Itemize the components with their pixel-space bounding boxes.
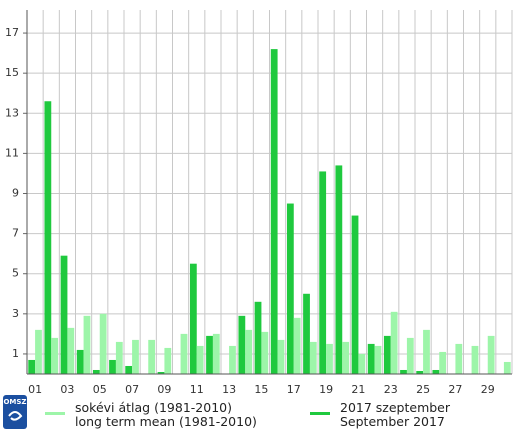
x-tick-label: 21 bbox=[351, 383, 365, 396]
bar bbox=[487, 335, 495, 374]
x-tick-label: 17 bbox=[287, 383, 301, 396]
bar bbox=[254, 301, 262, 374]
bar bbox=[132, 339, 139, 374]
bar bbox=[51, 337, 59, 374]
x-tick-label: 07 bbox=[125, 383, 139, 396]
bar bbox=[374, 345, 382, 374]
y-tick-label: 9 bbox=[12, 187, 19, 200]
x-tick-label: 19 bbox=[319, 383, 333, 396]
bar bbox=[261, 331, 269, 374]
logo-icon bbox=[8, 411, 23, 421]
bar bbox=[277, 339, 285, 374]
bar bbox=[383, 335, 391, 374]
bar bbox=[503, 361, 511, 374]
bar bbox=[293, 317, 301, 374]
x-tick-label: 25 bbox=[416, 383, 430, 396]
bar bbox=[196, 345, 204, 374]
bar bbox=[67, 327, 75, 374]
legend-swatch bbox=[45, 412, 65, 415]
bar bbox=[432, 369, 440, 374]
bar bbox=[303, 293, 310, 374]
bar bbox=[309, 341, 317, 374]
y-tick-label: 5 bbox=[12, 267, 19, 280]
y-tick-label: 7 bbox=[12, 227, 19, 240]
bar bbox=[400, 369, 407, 374]
bar bbox=[390, 311, 398, 374]
bar bbox=[206, 335, 213, 374]
y-tick-label: 17 bbox=[5, 26, 19, 39]
x-tick-label: 29 bbox=[481, 383, 495, 396]
bar bbox=[99, 313, 107, 374]
bar bbox=[115, 341, 123, 374]
bar bbox=[83, 315, 91, 374]
bar bbox=[238, 315, 246, 374]
legend-swatch bbox=[310, 412, 330, 415]
bar bbox=[229, 345, 236, 374]
bar bbox=[92, 369, 100, 374]
bar bbox=[351, 215, 359, 374]
x-tick-label: 23 bbox=[384, 383, 398, 396]
bar bbox=[358, 353, 366, 374]
bar bbox=[270, 49, 278, 375]
bar bbox=[406, 337, 414, 374]
bar bbox=[125, 365, 133, 374]
bar bbox=[148, 339, 156, 374]
bar bbox=[423, 329, 430, 374]
bar bbox=[342, 341, 350, 374]
y-tick-label: 15 bbox=[5, 66, 19, 79]
x-tick-label: 01 bbox=[28, 383, 42, 396]
bar bbox=[326, 343, 333, 374]
bar bbox=[416, 370, 424, 374]
legend-label: 2017 szeptember September 2017 bbox=[340, 400, 451, 429]
bar bbox=[60, 255, 68, 374]
x-tick-label: 13 bbox=[222, 383, 236, 396]
bar bbox=[76, 349, 84, 374]
x-tick-label: 03 bbox=[60, 383, 74, 396]
bar bbox=[335, 165, 343, 374]
bar bbox=[439, 351, 447, 374]
logo-text: OMSZ bbox=[3, 398, 26, 406]
bar bbox=[212, 333, 220, 374]
bar bbox=[28, 359, 36, 374]
legend-label: sokévi átlag (1981-2010) long term mean … bbox=[75, 400, 257, 429]
x-tick-label: 27 bbox=[448, 383, 462, 396]
x-tick-label: 05 bbox=[93, 383, 107, 396]
y-tick-label: 1 bbox=[12, 347, 19, 360]
y-tick-label: 3 bbox=[12, 307, 19, 320]
bar bbox=[189, 263, 197, 374]
bar bbox=[319, 171, 327, 374]
bar bbox=[44, 101, 52, 375]
x-tick-label: 15 bbox=[254, 383, 268, 396]
x-tick-label: 09 bbox=[157, 383, 171, 396]
bar bbox=[455, 343, 463, 374]
bar bbox=[471, 345, 479, 374]
bar bbox=[367, 343, 375, 374]
bar bbox=[109, 359, 116, 374]
y-tick-label: 11 bbox=[5, 146, 19, 159]
bar bbox=[245, 329, 253, 374]
bar bbox=[35, 329, 42, 374]
bar bbox=[164, 347, 172, 374]
bar bbox=[180, 333, 188, 374]
bar bbox=[157, 371, 165, 374]
bar bbox=[286, 203, 294, 374]
y-tick-label: 13 bbox=[5, 106, 19, 119]
x-tick-label: 11 bbox=[190, 383, 204, 396]
